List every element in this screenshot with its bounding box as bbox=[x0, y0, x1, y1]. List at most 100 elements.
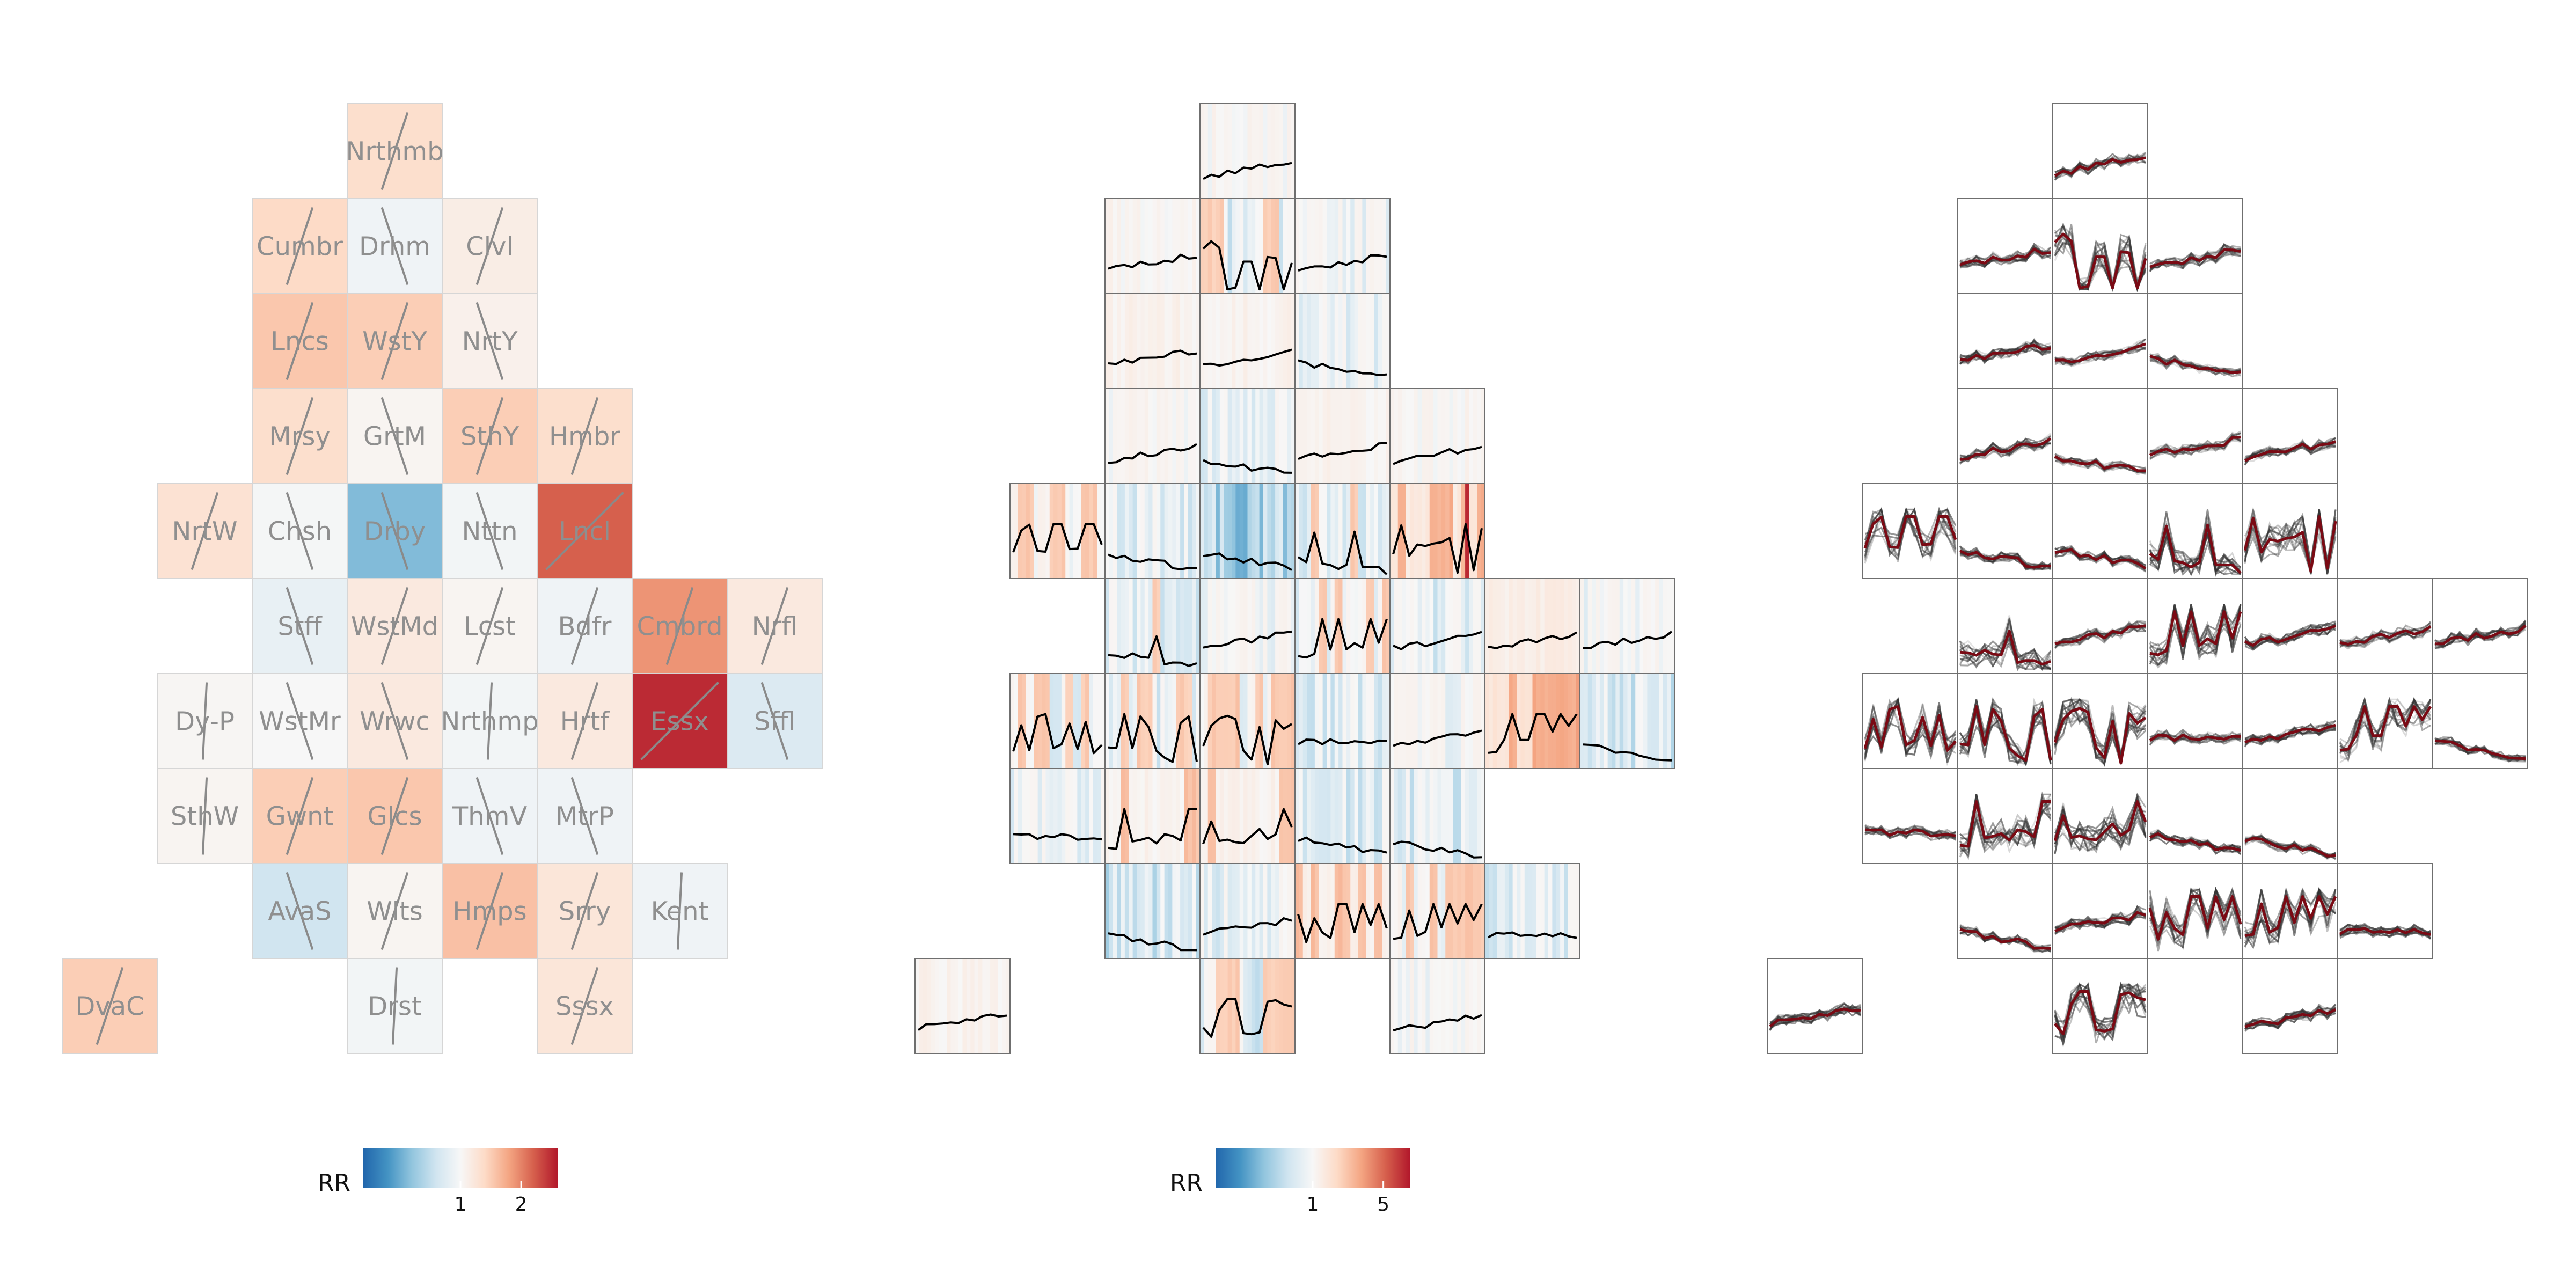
trajectory-sample bbox=[1864, 824, 1956, 840]
rr-stripe bbox=[1465, 958, 1470, 1053]
rr-stripe bbox=[1481, 389, 1485, 484]
rr-stripe bbox=[1358, 294, 1363, 389]
rr-stripe bbox=[1168, 579, 1173, 674]
sparkline bbox=[1393, 729, 1482, 747]
region-label: ThmV bbox=[452, 802, 528, 832]
rr-stripe bbox=[1370, 199, 1375, 294]
rr-stripe bbox=[1382, 389, 1387, 484]
rr-stripe bbox=[1429, 484, 1434, 579]
rr-stripe bbox=[1156, 199, 1161, 294]
rr-stripe bbox=[1548, 674, 1553, 769]
rr-stripe bbox=[1299, 389, 1304, 484]
sparkline bbox=[1202, 240, 1293, 291]
rr-stripe bbox=[1437, 484, 1442, 579]
rr-stripe bbox=[1188, 579, 1192, 674]
trajectory-sample bbox=[1864, 507, 1957, 559]
rr-stripe bbox=[1291, 579, 1295, 674]
rr-stripe bbox=[1422, 863, 1426, 958]
rr-stripe bbox=[1144, 674, 1149, 769]
rr-stripe bbox=[1129, 294, 1133, 389]
rr-stripe bbox=[1263, 199, 1268, 294]
region-label: Wlts bbox=[367, 897, 423, 927]
trajectory-sample bbox=[2149, 887, 2242, 943]
rr-stripe bbox=[1219, 674, 1224, 769]
trajectory-median bbox=[2054, 990, 2146, 1036]
trajectory-cell-mrsy bbox=[1957, 388, 2053, 484]
rr-stripe bbox=[1216, 484, 1220, 579]
rr-stripe bbox=[1279, 104, 1284, 199]
small-multiple-drby bbox=[1199, 483, 1296, 579]
rr-stripe bbox=[1180, 199, 1185, 294]
rr-stripe bbox=[1124, 199, 1129, 294]
rr-stripe bbox=[1374, 199, 1379, 294]
rr-stripe bbox=[1259, 958, 1264, 1053]
rr-stripe bbox=[1200, 958, 1204, 1053]
trajectory-cell-cumbr bbox=[1957, 198, 2053, 294]
rr-stripe bbox=[1322, 484, 1327, 579]
rr-stripe bbox=[1010, 484, 1014, 579]
rr-stripe bbox=[1053, 674, 1058, 769]
rr-stripe bbox=[1219, 389, 1224, 484]
trajectory-sample bbox=[2054, 698, 2147, 762]
rr-stripe bbox=[1548, 579, 1553, 674]
region-cell-lncs: Lncs bbox=[252, 293, 348, 389]
legend-tick-label: 5 bbox=[1377, 1194, 1389, 1216]
trajectory-median bbox=[2244, 625, 2336, 647]
rr-stripe bbox=[1129, 484, 1133, 579]
rr-stripe bbox=[1287, 294, 1292, 389]
sparkline bbox=[1203, 552, 1292, 572]
rr-stripe bbox=[1485, 579, 1489, 674]
trajectory-median bbox=[2054, 455, 2146, 472]
rr-stripe bbox=[1524, 863, 1529, 958]
rr-stripe bbox=[1148, 294, 1153, 389]
rr-stripe bbox=[1492, 674, 1497, 769]
rr-stripe bbox=[1275, 389, 1280, 484]
rr-stripe bbox=[1291, 199, 1295, 294]
rr-stripe bbox=[1196, 769, 1200, 863]
rr-stripe bbox=[1307, 389, 1312, 484]
region-cell-chsh: Chsh bbox=[252, 483, 348, 579]
region-label: Cmbrd bbox=[636, 612, 722, 642]
rr-stripe bbox=[1422, 389, 1426, 484]
rr-stripe bbox=[1295, 199, 1299, 294]
rr-stripe bbox=[1164, 863, 1169, 958]
trend-line bbox=[286, 587, 314, 665]
rr-stripe bbox=[1251, 769, 1256, 863]
rr-stripe bbox=[1026, 674, 1030, 769]
rr-stripe bbox=[1556, 579, 1561, 674]
trajectory-cell-wlts bbox=[2052, 863, 2148, 959]
rr-stripe bbox=[1255, 769, 1260, 863]
rr-stripe bbox=[1592, 579, 1597, 674]
rr-stripe bbox=[1302, 199, 1307, 294]
small-multiple-hrtf bbox=[1389, 673, 1485, 769]
rr-stripe bbox=[1057, 769, 1062, 863]
rr-stripe bbox=[1077, 674, 1082, 769]
rr-stripe bbox=[1271, 863, 1276, 958]
rr-stripe bbox=[1291, 769, 1295, 863]
trajectory-sample bbox=[2149, 433, 2241, 455]
rr-legend-2: RR 1 5 bbox=[1170, 1148, 1410, 1216]
rr-stripe bbox=[1437, 579, 1442, 674]
rr-stripe bbox=[1532, 579, 1537, 674]
rr-stripe bbox=[1422, 958, 1426, 1053]
rr-stripe bbox=[1235, 579, 1240, 674]
rr-stripe bbox=[1168, 199, 1173, 294]
rr-stripe bbox=[1200, 104, 1204, 199]
rr-stripe bbox=[1192, 863, 1197, 958]
rr-stripe bbox=[1148, 484, 1153, 579]
rr-stripe bbox=[1501, 863, 1505, 958]
trajectory-median bbox=[2053, 800, 2147, 841]
rr-stripe bbox=[1117, 769, 1122, 863]
small-multiple-lncl bbox=[1389, 483, 1485, 579]
rr-stripe bbox=[1156, 294, 1161, 389]
trajectory-cell-glcs bbox=[2052, 768, 2148, 864]
rr-stripe bbox=[1378, 294, 1382, 389]
rr-stripe bbox=[1481, 484, 1485, 579]
region-tile bbox=[252, 768, 348, 864]
rr-stripe bbox=[1307, 674, 1312, 769]
sparkline bbox=[1297, 903, 1388, 943]
rr-stripe bbox=[1354, 484, 1359, 579]
rr-stripe bbox=[1663, 579, 1667, 674]
trend-line bbox=[570, 872, 599, 950]
rr-stripe bbox=[1453, 484, 1458, 579]
